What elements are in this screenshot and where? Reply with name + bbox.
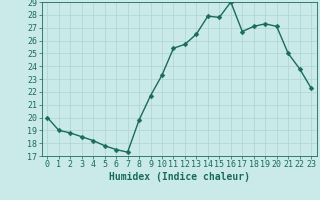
X-axis label: Humidex (Indice chaleur): Humidex (Indice chaleur) <box>109 172 250 182</box>
